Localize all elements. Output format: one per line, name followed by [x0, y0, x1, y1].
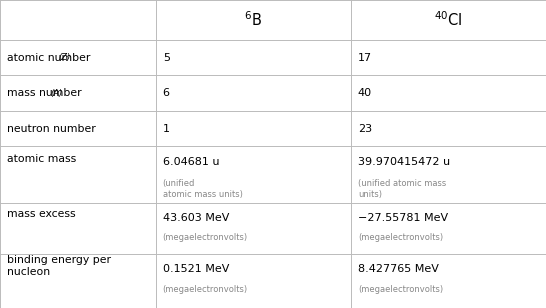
- Text: $^6$B: $^6$B: [244, 11, 262, 29]
- Text: 0.1521 MeV: 0.1521 MeV: [163, 264, 229, 274]
- Text: 39.970415472 u: 39.970415472 u: [358, 157, 450, 167]
- Text: (megaelectronvolts): (megaelectronvolts): [358, 285, 443, 294]
- Text: neutron number: neutron number: [7, 124, 96, 134]
- Text: −27.55781 MeV: −27.55781 MeV: [358, 213, 448, 222]
- Text: mass number: mass number: [7, 88, 82, 98]
- Text: mass excess: mass excess: [7, 209, 76, 220]
- Text: (megaelectronvolts): (megaelectronvolts): [163, 285, 248, 294]
- Text: (unified
atomic mass units): (unified atomic mass units): [163, 179, 242, 200]
- Text: 23: 23: [358, 124, 372, 134]
- Text: atomic mass: atomic mass: [7, 154, 76, 164]
- Text: 40: 40: [358, 88, 372, 98]
- Text: (Z): (Z): [58, 53, 70, 62]
- Text: 1: 1: [163, 124, 170, 134]
- Text: 6: 6: [163, 88, 170, 98]
- Text: (megaelectronvolts): (megaelectronvolts): [358, 233, 443, 242]
- Text: (megaelectronvolts): (megaelectronvolts): [163, 233, 248, 242]
- Text: $^{40}$Cl: $^{40}$Cl: [434, 11, 462, 29]
- Text: (A): (A): [51, 89, 63, 98]
- Text: atomic number: atomic number: [7, 53, 91, 63]
- Text: 43.603 MeV: 43.603 MeV: [163, 213, 229, 222]
- Text: 8.427765 MeV: 8.427765 MeV: [358, 264, 439, 274]
- Text: (unified atomic mass
units): (unified atomic mass units): [358, 179, 446, 200]
- Text: 17: 17: [358, 53, 372, 63]
- Text: 5: 5: [163, 53, 170, 63]
- Text: binding energy per
nucleon: binding energy per nucleon: [7, 255, 111, 277]
- Text: 6.04681 u: 6.04681 u: [163, 157, 219, 167]
